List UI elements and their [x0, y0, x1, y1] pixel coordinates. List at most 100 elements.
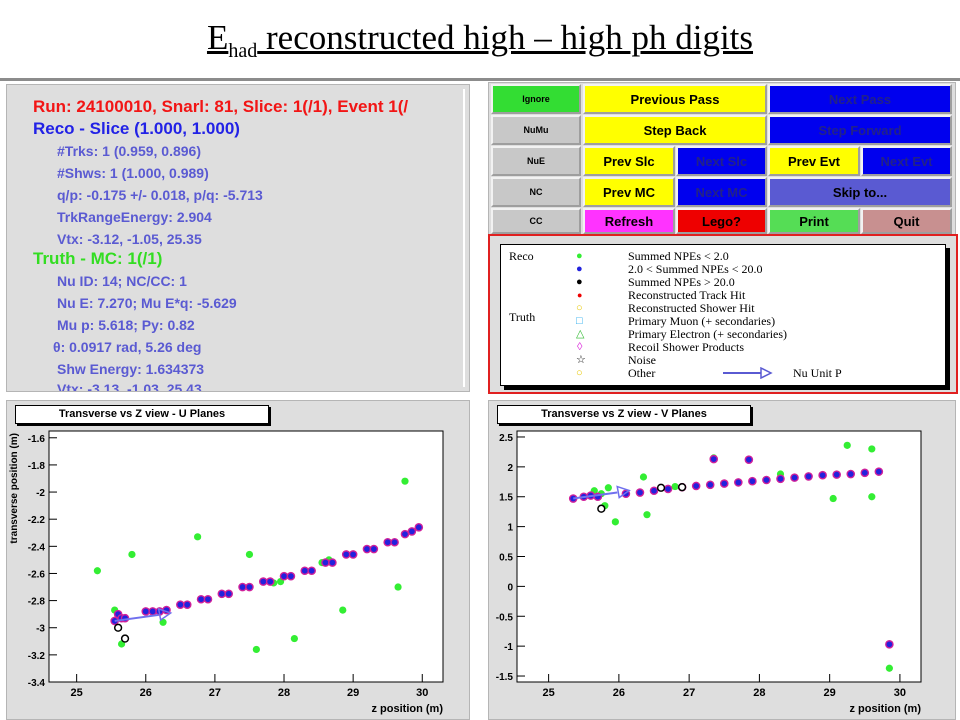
data-point — [279, 571, 289, 581]
data-point — [597, 504, 606, 513]
prev-mc-button[interactable]: Prev MC — [583, 177, 675, 207]
y-tick-label: 1 — [507, 523, 513, 534]
data-point — [611, 518, 619, 526]
numu-button[interactable]: NuMu — [491, 115, 581, 145]
x-tick-label: 30 — [416, 687, 428, 699]
data-point — [719, 479, 729, 488]
data-point — [868, 493, 876, 501]
y-tick-label: -2.6 — [28, 569, 46, 580]
data-point — [401, 477, 409, 485]
data-point — [832, 470, 841, 479]
data-point — [748, 476, 757, 486]
x-tick-label: 25 — [71, 687, 83, 699]
data-point — [245, 582, 254, 592]
legend-panel: Reco Truth ● Summed NPEs < 2.0 ● 2.0 < S… — [488, 234, 958, 394]
control-buttons-panel: Ignore NuMu NuE NC CC Previous Pass Next… — [488, 82, 956, 236]
x-tick-label: 28 — [753, 687, 765, 699]
green-dot-icon: ● — [576, 250, 583, 262]
y-tick-label: -1.5 — [496, 672, 514, 683]
data-point — [649, 486, 659, 496]
data-point — [194, 533, 202, 541]
u-plane-panel: Transverse vs Z view - U Planes 25 26 27 28… — [6, 400, 470, 720]
data-point — [390, 537, 399, 547]
data-point — [141, 607, 151, 616]
legend-entry: Other — [628, 366, 656, 380]
x-tick-label: 26 — [613, 687, 625, 699]
x-tick-label: 27 — [683, 687, 695, 699]
next-pass-button[interactable]: Next Pass — [768, 84, 952, 114]
lego-button[interactable]: Lego? — [676, 208, 767, 234]
slide-title: Ehad reconstructed high – high ph digits — [0, 18, 960, 63]
reco-slice-line: Reco - Slice (1.000, 1.000) — [33, 119, 240, 138]
data-point — [128, 550, 136, 559]
truth-nu-e: Nu E: 7.270; Mu E*q: -5.629 — [57, 295, 237, 311]
v-plane-chart: 25 26 27 28 29 30 2.5 2 1.5 1 0.5 0 -0.5 -1 -1.5 z posi… — [496, 430, 922, 715]
y-tick-label: -2.2 — [28, 515, 46, 526]
reco-trks: #Trks: 1 (0.959, 0.896) — [57, 143, 201, 159]
next-slc-button[interactable]: Next Slc — [676, 146, 767, 176]
reco-shws: #Shws: 1 (1.000, 0.989) — [57, 165, 209, 181]
y-tick-label: 0 — [507, 582, 513, 593]
data-point — [265, 577, 275, 586]
skip-to-button[interactable]: Skip to... — [768, 177, 952, 207]
nue-button[interactable]: NuE — [491, 146, 581, 176]
truth-mu-p: Mu p: 5.618; Py: 0.82 — [57, 317, 195, 333]
legend-box: Reco Truth ● Summed NPEs < 2.0 ● 2.0 < S… — [500, 244, 946, 386]
legend-entry: Noise — [628, 353, 656, 367]
nc-button[interactable]: NC — [491, 177, 581, 207]
legend-entry: 2.0 < Summed NPEs < 20.0 — [628, 262, 763, 276]
next-evt-button[interactable]: Next Evt — [861, 146, 952, 176]
data-point — [677, 483, 687, 492]
event-info-panel: Run: 24100010, Snarl: 81, Slice: 1(/1), … — [6, 84, 470, 392]
ignore-button[interactable]: Ignore — [491, 84, 581, 114]
y-tick-label: 2 — [507, 463, 513, 474]
data-point — [400, 529, 410, 539]
data-point — [383, 537, 393, 547]
data-point — [885, 664, 893, 672]
black-dot-icon: ● — [576, 276, 583, 288]
y-tick-label: -3 — [36, 624, 45, 635]
x-tick-label: 29 — [347, 687, 359, 699]
data-point — [203, 594, 213, 604]
x-tick-label: 26 — [140, 687, 152, 699]
data-point — [843, 441, 851, 449]
x-axis-label: z position (m) — [850, 703, 922, 715]
data-point — [238, 582, 247, 592]
step-forward-button[interactable]: Step Forward — [768, 115, 952, 145]
magenta-diamond-icon: ◊ — [577, 341, 583, 353]
quit-button[interactable]: Quit — [861, 208, 952, 234]
data-point — [407, 527, 417, 536]
data-point — [286, 571, 296, 581]
cc-button[interactable]: CC — [491, 208, 581, 234]
v-plot-title: Transverse vs Z view - V Planes — [497, 405, 751, 424]
run-info-line: Run: 24100010, Snarl: 81, Slice: 1(/1), … — [33, 97, 409, 116]
data-point — [790, 473, 799, 482]
step-back-button[interactable]: Step Back — [583, 115, 767, 145]
x-tick-label: 29 — [824, 687, 836, 699]
previous-pass-button[interactable]: Previous Pass — [583, 84, 767, 114]
y-tick-label: 1.5 — [499, 493, 513, 504]
prev-evt-button[interactable]: Prev Evt — [768, 146, 860, 176]
cyan-square-icon: □ — [576, 315, 583, 327]
data-point — [196, 594, 206, 604]
data-point — [663, 484, 673, 494]
title-subscript: had — [228, 40, 258, 62]
legend-arrow-label: Nu Unit P — [793, 366, 842, 380]
data-point — [290, 634, 298, 643]
y-axis-label: transverse position (m) — [9, 433, 20, 544]
y-tick-label: -1 — [504, 642, 513, 653]
data-point — [339, 606, 347, 614]
prev-slc-button[interactable]: Prev Slc — [583, 146, 675, 176]
title-main: E — [206, 18, 229, 57]
print-button[interactable]: Print — [768, 208, 860, 234]
refresh-button[interactable]: Refresh — [583, 208, 675, 234]
data-point — [804, 472, 813, 481]
next-mc-button[interactable]: Next MC — [676, 177, 767, 207]
black-star-icon: ☆ — [576, 354, 586, 366]
nu-unit-p-arrowhead — [157, 607, 173, 622]
legend-entry: Reconstructed Shower Hit — [628, 301, 755, 315]
event-info-frame: Run: 24100010, Snarl: 81, Slice: 1(/1), … — [13, 89, 465, 391]
data-point — [176, 600, 185, 609]
legend-entry: Recoil Shower Products — [628, 340, 744, 354]
data-point — [258, 577, 268, 586]
